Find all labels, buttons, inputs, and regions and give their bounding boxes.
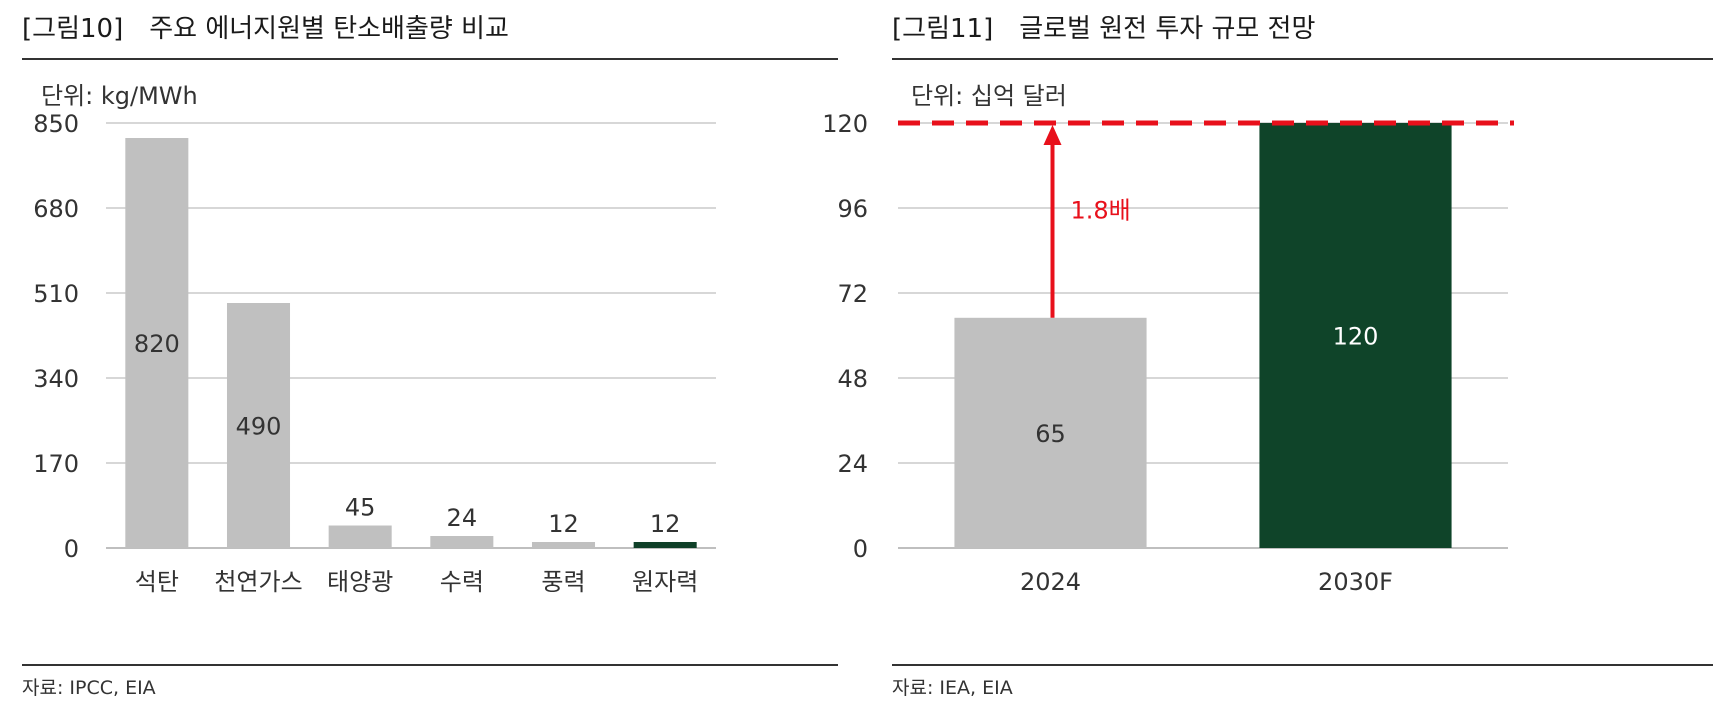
y-tick-label: 72 [837, 280, 868, 308]
growth-arrow-head [1043, 125, 1062, 145]
bar [531, 542, 596, 548]
bottom-rule [892, 664, 1713, 666]
figure-11-unit: 단위: 십억 달러 [911, 82, 1067, 110]
figure-11-source: 자료: IEA, EIA [892, 677, 1013, 699]
x-tick-label: 2024 [1020, 568, 1081, 596]
investment-bar-chart: 0 24 48 72 96 120 65 2024 120 2030F 1.8배 [822, 110, 1514, 596]
y-tick-label: 24 [837, 450, 868, 478]
top-rule [22, 58, 838, 60]
data-label: 12 [548, 510, 579, 538]
data-label: 45 [345, 494, 376, 522]
bottom-rule [22, 664, 838, 666]
figure-11-title: [그림11] 글로벌 원전 투자 규모 전망 [892, 8, 1315, 45]
x-tick-label: 석탄 [135, 568, 179, 596]
y-tick-label: 850 [33, 110, 79, 138]
bar [430, 536, 494, 548]
growth-annotation-label: 1.8배 [1071, 196, 1131, 224]
x-tick-label: 풍력 [541, 568, 585, 596]
y-tick-label: 510 [33, 280, 79, 308]
bar [328, 525, 392, 548]
figure-10-title-text: 주요 에너지원별 탄소배출량 비교 [149, 14, 509, 44]
figure-11-title-text: 글로벌 원전 투자 규모 전망 [1019, 14, 1316, 44]
x-tick-label: 태양광 [327, 568, 393, 596]
y-tick-label: 0 [64, 535, 79, 563]
bar [954, 317, 1147, 548]
bar [633, 542, 697, 548]
bar [125, 138, 189, 548]
figure-11-number: [그림11] [892, 14, 994, 44]
data-label: 820 [134, 330, 180, 358]
x-tick-label: 원자력 [632, 568, 698, 596]
figure-10-number: [그림10] [22, 14, 124, 44]
y-tick-label: 680 [33, 195, 79, 223]
data-label: 65 [1035, 420, 1066, 448]
x-tick-label: 수력 [440, 568, 484, 596]
data-label: 12 [650, 510, 681, 538]
data-label: 120 [1333, 323, 1379, 351]
emissions-bar-chart: 0 170 340 510 680 850 820 석탄 490 천연가스 45 태양광 24 수력 12 풍… [33, 110, 716, 596]
y-tick-label: 48 [837, 365, 868, 393]
figure-10-unit: 단위: kg/MWh [41, 82, 198, 110]
y-tick-label: 0 [853, 535, 868, 563]
figure-10-panel: [그림10] 주요 에너지원별 탄소배출량 비교 단위: kg/MWh 0 170 3… [22, 0, 838, 702]
y-tick-label: 96 [837, 195, 868, 223]
figure-10-source: 자료: IPCC, EIA [22, 677, 156, 699]
y-tick-label: 340 [33, 365, 79, 393]
x-tick-label: 2030F [1318, 568, 1393, 596]
bar [1259, 123, 1452, 548]
y-tick-label: 170 [33, 450, 79, 478]
data-label: 490 [236, 413, 282, 441]
data-label: 24 [447, 504, 478, 532]
bar [226, 303, 291, 548]
figure-10-title: [그림10] 주요 에너지원별 탄소배출량 비교 [22, 8, 509, 45]
top-rule [892, 58, 1713, 60]
y-tick-label: 120 [822, 110, 868, 138]
x-tick-label: 천연가스 [214, 568, 302, 596]
figure-11-panel: [그림11] 글로벌 원전 투자 규모 전망 단위: 십억 달러 0 24 48 72 9… [822, 0, 1713, 702]
